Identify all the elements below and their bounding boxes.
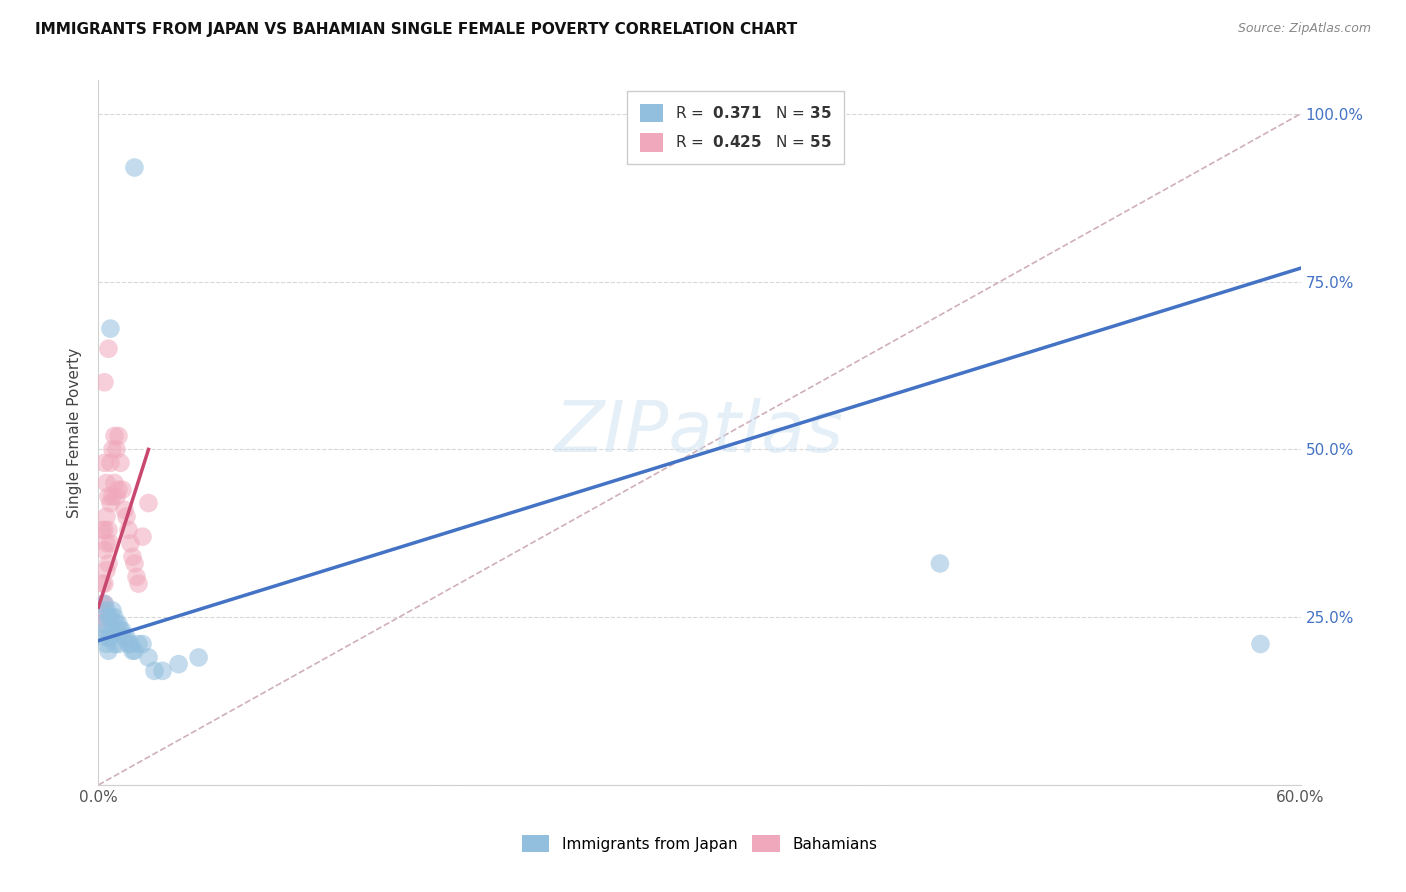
Point [120, 536, 142, 550]
Point [107, 616, 129, 631]
Point [121, 549, 143, 564]
Point [93, 456, 115, 470]
Point [101, 442, 124, 457]
Point [100, 456, 122, 470]
Point [105, 616, 128, 631]
Point [103, 475, 125, 490]
Point [96, 475, 118, 490]
Point [93, 630, 115, 644]
Text: ZIPatlas: ZIPatlas [555, 398, 844, 467]
Point [111, 624, 134, 638]
Point [1250, 637, 1272, 651]
Point [89, 603, 111, 617]
Point [97, 523, 120, 537]
Point [97, 630, 120, 644]
Point [143, 664, 166, 678]
Point [100, 496, 122, 510]
Point [117, 637, 139, 651]
Point [101, 603, 124, 617]
Point [100, 321, 122, 335]
Point [97, 557, 120, 571]
Text: Source: ZipAtlas.com: Source: ZipAtlas.com [1237, 22, 1371, 36]
Point [105, 489, 128, 503]
Point [107, 483, 129, 497]
Point [138, 496, 160, 510]
Point [131, 530, 153, 544]
Point [115, 630, 138, 644]
Point [100, 630, 122, 644]
Point [91, 597, 114, 611]
Point [97, 644, 120, 658]
Point [110, 456, 132, 470]
Point [97, 342, 120, 356]
Point [115, 509, 138, 524]
Point [114, 503, 136, 517]
Point [96, 603, 118, 617]
Point [96, 536, 118, 550]
Point [91, 610, 114, 624]
Point [91, 523, 114, 537]
Point [124, 161, 146, 175]
Point [97, 610, 120, 624]
Point [93, 576, 115, 591]
Point [107, 637, 129, 651]
Point [124, 644, 146, 658]
Point [110, 624, 132, 638]
Point [114, 630, 136, 644]
Point [103, 637, 125, 651]
Point [89, 616, 111, 631]
Point [128, 576, 150, 591]
Point [100, 610, 122, 624]
Point [107, 429, 129, 443]
Point [101, 624, 124, 638]
Point [131, 637, 153, 651]
Point [138, 650, 160, 665]
Point [97, 489, 120, 503]
Point [103, 429, 125, 443]
Point [93, 543, 115, 558]
Point [96, 563, 118, 577]
Point [100, 536, 122, 550]
Point [93, 523, 115, 537]
Point [929, 557, 952, 571]
Point [93, 376, 115, 390]
Point [167, 657, 190, 672]
Point [96, 509, 118, 524]
Point [96, 624, 118, 638]
Point [93, 616, 115, 631]
Point [105, 442, 128, 457]
Legend: Immigrants from Japan, Bahamians: Immigrants from Japan, Bahamians [516, 829, 883, 858]
Point [120, 637, 142, 651]
Point [96, 637, 118, 651]
Point [93, 597, 115, 611]
Point [101, 489, 124, 503]
Point [152, 664, 174, 678]
Point [125, 570, 148, 584]
Point [91, 576, 114, 591]
Point [128, 637, 150, 651]
Point [117, 523, 139, 537]
Point [124, 557, 146, 571]
Point [111, 483, 134, 497]
Point [93, 597, 115, 611]
Point [103, 610, 125, 624]
Point [121, 644, 143, 658]
Point [187, 650, 209, 665]
Text: IMMIGRANTS FROM JAPAN VS BAHAMIAN SINGLE FEMALE POVERTY CORRELATION CHART: IMMIGRANTS FROM JAPAN VS BAHAMIAN SINGLE… [35, 22, 797, 37]
Y-axis label: Single Female Poverty: Single Female Poverty [67, 348, 83, 517]
